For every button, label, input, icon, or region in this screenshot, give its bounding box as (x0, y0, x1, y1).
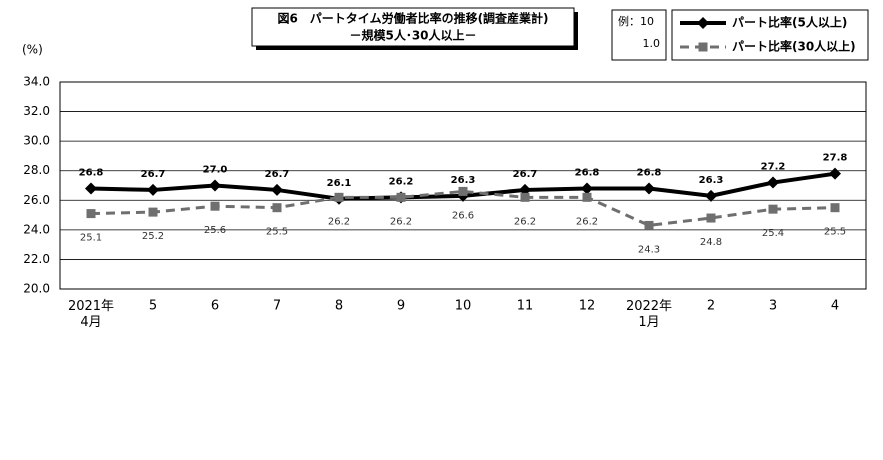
data-label: 26.2 (389, 176, 414, 187)
chart-subtitle: －規模5人･30人以上－ (349, 28, 476, 43)
point (520, 192, 530, 202)
point (85, 182, 97, 195)
x-tick-label: 2021年 4月 (68, 299, 114, 330)
point (458, 186, 468, 196)
x-tick-label: 2022年 1月 (626, 299, 672, 330)
y-tick-label: 34.0 (23, 75, 50, 89)
point (581, 182, 593, 195)
legend-marker (697, 17, 709, 29)
note-box (611, 9, 667, 61)
y-tick-label: 30.0 (23, 134, 50, 148)
annotation: 例：10 (618, 14, 654, 28)
data-label: 26.2 (576, 216, 598, 227)
y-tick-label: 32.0 (23, 104, 50, 118)
chart-title: 図6 パートタイム労働者比率の推移(調査産業計) (277, 11, 548, 26)
data-label: 26.6 (452, 210, 474, 221)
data-label: 25.2 (142, 231, 164, 242)
data-label: 26.8 (637, 167, 662, 178)
point (209, 179, 221, 192)
x-tick-label: 7 (273, 299, 281, 314)
legend-label: パート比率(30人以上) (732, 39, 856, 54)
point (86, 209, 96, 219)
data-label: 26.8 (79, 167, 104, 178)
x-tick-label: 2 (707, 299, 715, 314)
legend (671, 9, 869, 61)
point (644, 220, 654, 230)
x-tick-label: 5 (149, 299, 157, 314)
point (830, 203, 840, 213)
data-label: 25.4 (762, 228, 784, 239)
data-label: 26.8 (575, 167, 600, 178)
data-label: 27.8 (823, 153, 848, 164)
point (396, 192, 406, 202)
point (334, 192, 344, 202)
legend-marker (698, 42, 708, 52)
data-label: 26.3 (451, 175, 476, 186)
point (582, 192, 592, 202)
point (705, 189, 717, 202)
point (272, 203, 282, 213)
point (829, 167, 841, 180)
point (706, 213, 716, 223)
data-label: 25.5 (824, 227, 846, 238)
x-tick-label: 4 (831, 299, 839, 314)
data-label: 26.7 (265, 169, 290, 180)
x-tick-label: 12 (579, 299, 596, 314)
data-label: 26.1 (327, 178, 352, 189)
point (210, 201, 220, 211)
x-tick-label: 6 (211, 299, 219, 314)
data-label: 26.7 (141, 169, 166, 180)
y-tick-label: 20.0 (23, 282, 50, 296)
data-label: 25.1 (80, 233, 102, 244)
data-label: 27.2 (761, 162, 786, 173)
point (767, 176, 779, 189)
x-tick-label: 10 (455, 299, 472, 314)
y-tick-label: 26.0 (23, 193, 50, 207)
x-tick-label: 8 (335, 299, 343, 314)
y-tick-label: 22.0 (23, 252, 50, 266)
x-tick-label: 11 (517, 299, 534, 314)
y-axis-label: (%) (22, 43, 43, 57)
data-label: 26.2 (328, 216, 350, 227)
x-tick-label: 9 (397, 299, 405, 314)
point (147, 183, 159, 196)
data-label: 25.6 (204, 225, 226, 236)
data-label: 26.7 (513, 169, 538, 180)
data-label: 27.0 (203, 165, 228, 176)
data-label: 26.3 (699, 175, 724, 186)
y-tick-label: 24.0 (23, 222, 50, 236)
point (148, 207, 158, 217)
legend-label: パート比率(5人以上) (732, 15, 847, 30)
title-box (251, 7, 575, 47)
y-tick-label: 28.0 (23, 163, 50, 177)
data-label: 26.2 (390, 216, 412, 227)
data-label: 26.2 (514, 216, 536, 227)
annotation: 1.0 (643, 37, 661, 50)
point (768, 204, 778, 214)
point (643, 182, 655, 195)
data-label: 24.3 (638, 244, 660, 255)
point (271, 183, 283, 196)
data-label: 24.8 (700, 237, 722, 248)
data-label: 25.5 (266, 227, 288, 238)
x-tick-label: 3 (769, 299, 777, 314)
